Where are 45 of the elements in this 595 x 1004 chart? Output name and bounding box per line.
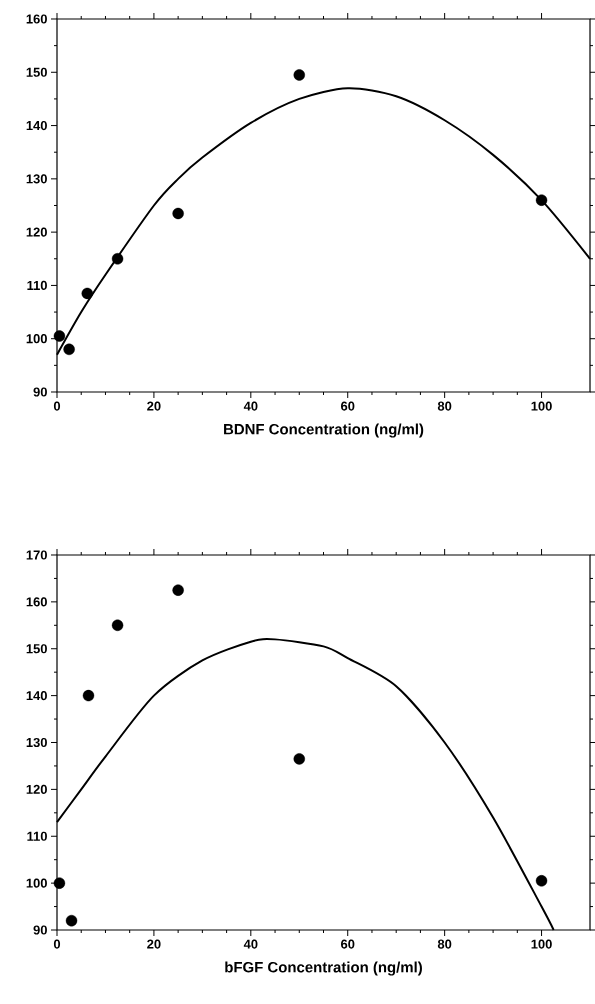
point [172, 207, 184, 220]
y-tick-label: 150 [26, 644, 47, 654]
x-axis-title: bFGF Concentration (ng/ml) [225, 961, 422, 976]
x-tick-label: 0 [53, 939, 61, 949]
point [111, 619, 124, 632]
x-tick-label: 60 [341, 939, 355, 949]
x-tick-label: 60 [341, 401, 355, 411]
point [111, 253, 124, 265]
y-tick-label: 160 [26, 597, 47, 607]
y-tick-label: 170 [26, 550, 47, 560]
y-tick-label: 110 [27, 831, 47, 841]
x-tick-label: 0 [53, 401, 61, 411]
point [63, 343, 75, 356]
y-tick-label: 140 [26, 691, 47, 701]
point [535, 194, 548, 206]
point [53, 877, 66, 889]
y-tick-label: 110 [27, 280, 47, 290]
point [82, 689, 95, 702]
point [65, 914, 78, 927]
x-tick-label: 20 [147, 939, 161, 949]
x-tick-label: 40 [243, 939, 258, 949]
y-tick-label: 100 [26, 334, 47, 344]
y-tick-label: 130 [26, 174, 47, 184]
x-axis-title: BDNF Concentration (ng/ml) [224, 423, 424, 438]
point [535, 875, 548, 887]
point [293, 753, 305, 765]
y-tick-label: 120 [26, 784, 47, 794]
x-tick-label: 40 [243, 401, 258, 411]
x-tick-label: 80 [437, 939, 452, 949]
y-tick-label: 120 [26, 227, 47, 237]
y-tick-label: 90 [33, 925, 47, 935]
y-tick-label: 130 [26, 737, 47, 748]
point [172, 584, 184, 596]
x-tick-label: 20 [147, 401, 161, 411]
point [81, 287, 93, 300]
y-tick-label: 100 [26, 878, 47, 888]
x-tick-label: 100 [531, 939, 552, 949]
y-tick-label: 150 [26, 67, 47, 77]
y-tick-label: 160 [26, 14, 47, 24]
point [293, 69, 305, 81]
point [53, 330, 66, 342]
y-tick-label: 140 [26, 120, 47, 131]
y-tick-label: 90 [33, 387, 47, 397]
x-tick-label: 100 [531, 401, 552, 411]
x-tick-label: 80 [437, 401, 452, 411]
